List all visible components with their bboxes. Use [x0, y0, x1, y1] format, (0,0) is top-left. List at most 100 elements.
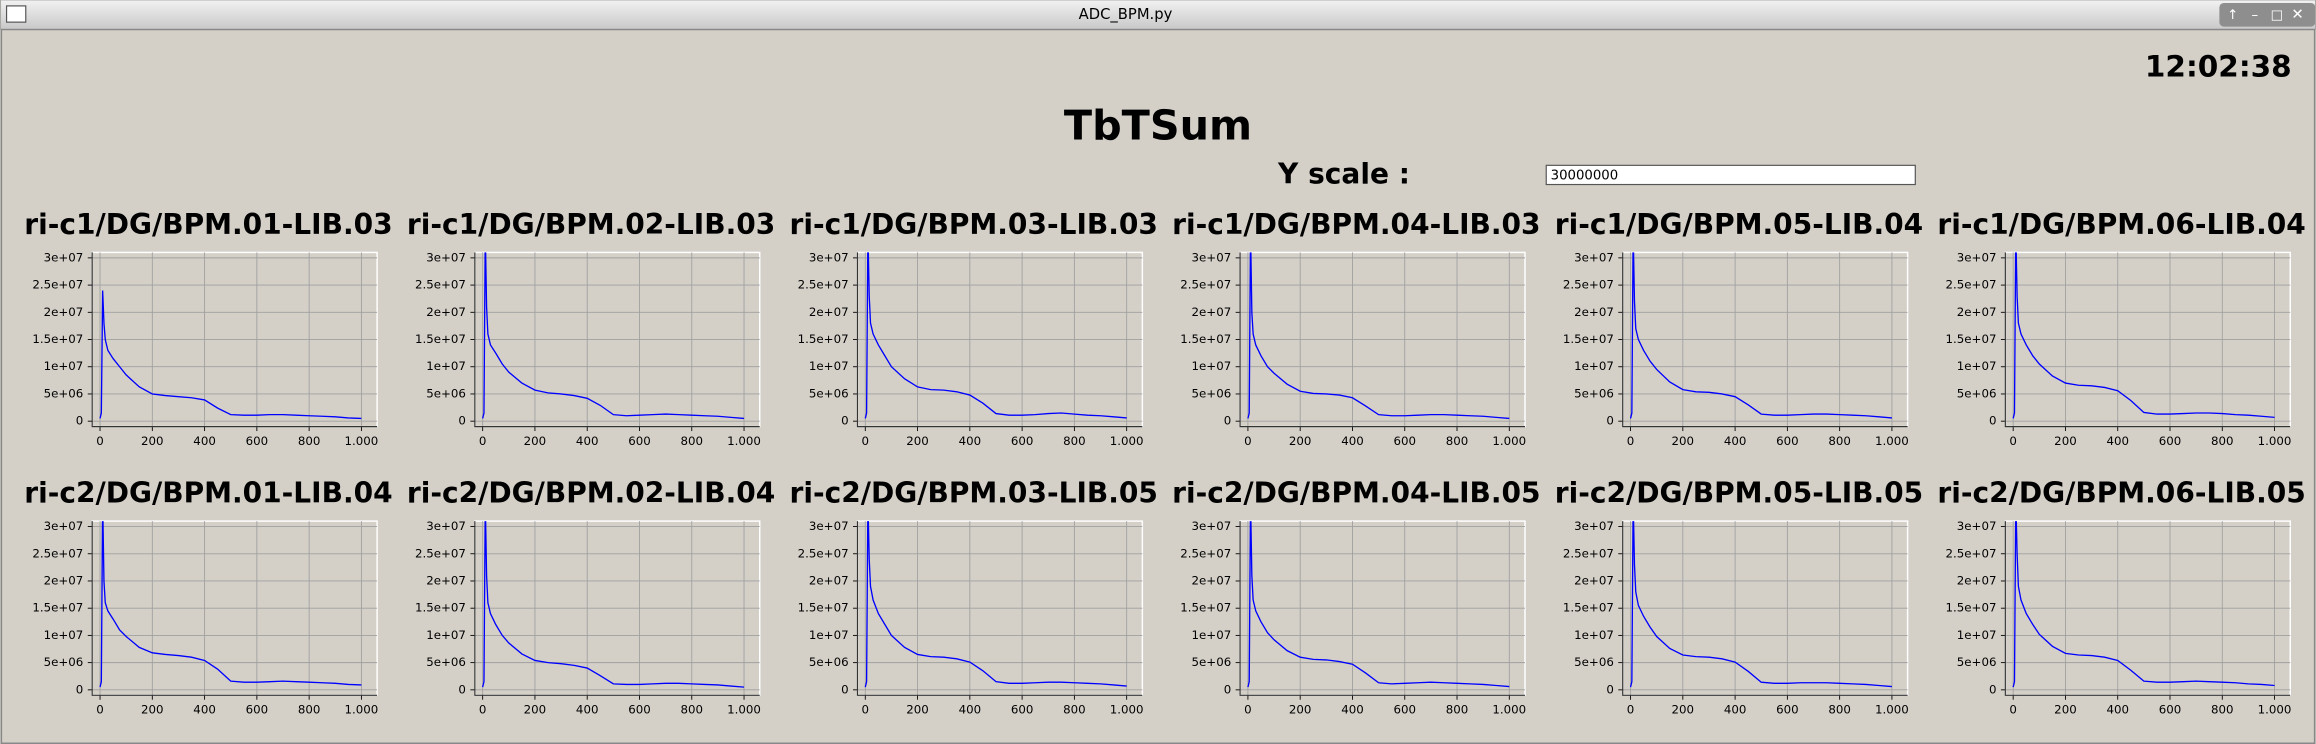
- x-tick-label: 800: [1446, 703, 1469, 717]
- y-tick-label: 1.5e+07: [32, 332, 83, 346]
- x-tick-label: 0: [2009, 434, 2017, 448]
- axis-frame: [474, 521, 760, 696]
- window-title: ADC_BPM.py: [1079, 6, 1173, 23]
- y-tick-label: 2e+07: [1192, 573, 1232, 587]
- y-tick-label: 5e+06: [1957, 386, 1997, 400]
- chart-title: ri-c1/DG/BPM.01-LIB.03: [24, 208, 392, 241]
- y-tick-label: 1e+07: [1192, 359, 1232, 373]
- y-tick-label: 0: [1606, 414, 1614, 428]
- y-tick-label: 3e+07: [426, 519, 466, 533]
- x-tick-label: 400: [576, 434, 599, 448]
- x-tick-label: 1.000: [1492, 703, 1526, 717]
- close-button[interactable]: ✕: [2291, 6, 2303, 23]
- y-scale-value[interactable]: 30000000: [1551, 169, 1619, 184]
- y-tick-label: 5e+06: [809, 655, 849, 669]
- y-tick-label: 3e+07: [426, 250, 466, 264]
- x-tick-label: 200: [141, 703, 164, 717]
- data-line: [864, 521, 1127, 688]
- x-tick-label: 1.000: [2258, 434, 2292, 448]
- y-tick-label: 2.5e+07: [1563, 278, 1614, 292]
- x-tick-label: 800: [1446, 434, 1469, 448]
- y-tick-label: 2e+07: [809, 305, 849, 319]
- minimize-button[interactable]: –: [2251, 8, 2258, 23]
- chart-title: ri-c2/DG/BPM.01-LIB.04: [24, 477, 392, 510]
- axis-frame: [856, 521, 1143, 696]
- x-tick-label: 200: [1672, 434, 1695, 448]
- x-tick-label: 400: [1341, 434, 1364, 448]
- x-tick-label: 1.000: [345, 434, 379, 448]
- axis-frame: [2004, 252, 2291, 428]
- x-tick-label: 0: [96, 434, 104, 448]
- y-tick-label: 5e+06: [426, 386, 466, 400]
- clock: 12:02:38: [2145, 49, 2292, 83]
- y-tick-label: 2.5e+07: [1946, 546, 1997, 560]
- y-tick-label: 1e+07: [426, 628, 466, 642]
- window-icon[interactable]: [5, 5, 27, 23]
- x-tick-label: 400: [2106, 434, 2129, 448]
- y-scale-input[interactable]: [1545, 164, 1916, 186]
- x-tick-label: 200: [2054, 434, 2077, 448]
- y-tick-label: 0: [458, 414, 466, 428]
- chart-title: ri-c1/DG/BPM.06-LIB.04: [1937, 208, 2305, 241]
- axis-frame: [1622, 252, 1908, 428]
- y-tick-label: 1e+07: [1957, 628, 1997, 642]
- x-tick-label: 1.000: [345, 703, 379, 717]
- y-tick-label: 1e+07: [1957, 359, 1997, 373]
- x-tick-label: 0: [479, 434, 487, 448]
- y-tick-label: 2e+07: [426, 305, 466, 319]
- x-tick-label: 600: [1776, 703, 1799, 717]
- x-tick-label: 1.000: [727, 703, 761, 717]
- axis-frame: [1239, 252, 1525, 428]
- data-line: [482, 252, 745, 420]
- y-tick-label: 5e+06: [1574, 386, 1614, 400]
- y-scale-label: Y scale :: [1277, 158, 1410, 191]
- x-tick-label: 600: [1011, 703, 1034, 717]
- chart: ri-c1/DG/BPM.05-LIB.04 0 5e+06 1e+07 1.5e+07…: [1555, 208, 1923, 448]
- y-tick-label: 5e+06: [426, 655, 466, 669]
- y-tick-label: 1e+07: [1574, 628, 1614, 642]
- x-tick-label: 800: [1063, 434, 1086, 448]
- y-tick-label: 2e+07: [809, 573, 849, 587]
- chart-title: ri-c2/DG/BPM.04-LIB.05: [1172, 477, 1540, 510]
- chart: ri-c1/DG/BPM.04-LIB.03 0 5e+06 1e+07 1.5e+07…: [1172, 208, 1540, 448]
- y-tick-label: 1.5e+07: [798, 332, 849, 346]
- x-tick-label: 400: [1724, 434, 1747, 448]
- shade-button[interactable]: ↑: [2227, 8, 2238, 23]
- x-tick-label: 800: [1828, 434, 1851, 448]
- x-tick-label: 400: [193, 434, 216, 448]
- x-tick-label: 800: [680, 703, 703, 717]
- y-tick-label: 5e+06: [809, 386, 849, 400]
- x-tick-label: 0: [479, 703, 487, 717]
- title-bar: [0, 0, 2316, 30]
- x-tick-label: 0: [1627, 434, 1635, 448]
- x-tick-label: 800: [2211, 434, 2234, 448]
- chart: ri-c2/DG/BPM.01-LIB.04 0 5e+06 1e+07 1.5e+07…: [24, 477, 392, 717]
- x-tick-label: 1.000: [1875, 434, 1909, 448]
- axis-frame: [1239, 521, 1525, 696]
- y-tick-label: 3e+07: [1574, 519, 1614, 533]
- x-tick-label: 1.000: [1492, 434, 1526, 448]
- chart: ri-c1/DG/BPM.03-LIB.03 0 5e+06 1e+07 1.5e+07…: [790, 208, 1158, 448]
- y-tick-label: 2.5e+07: [32, 546, 83, 560]
- maximize-button[interactable]: □: [2271, 8, 2284, 23]
- data-line: [99, 521, 362, 688]
- chart-title: ri-c1/DG/BPM.02-LIB.03: [407, 208, 775, 241]
- y-tick-label: 1.5e+07: [1563, 601, 1614, 615]
- y-tick-label: 3e+07: [44, 519, 84, 533]
- x-tick-label: 0: [96, 703, 104, 717]
- y-tick-label: 2e+07: [1957, 573, 1997, 587]
- x-tick-label: 0: [1627, 703, 1635, 717]
- y-tick-label: 2.5e+07: [415, 546, 466, 560]
- x-tick-label: 200: [141, 434, 164, 448]
- data-line: [482, 521, 745, 688]
- x-tick-label: 0: [2009, 703, 2017, 717]
- y-tick-label: 2.5e+07: [415, 278, 466, 292]
- x-tick-label: 1.000: [2258, 703, 2292, 717]
- axis-frame: [1622, 521, 1908, 696]
- y-tick-label: 2e+07: [1574, 305, 1614, 319]
- y-tick-label: 0: [458, 682, 466, 696]
- y-tick-label: 1e+07: [44, 628, 84, 642]
- y-tick-label: 2e+07: [1192, 305, 1232, 319]
